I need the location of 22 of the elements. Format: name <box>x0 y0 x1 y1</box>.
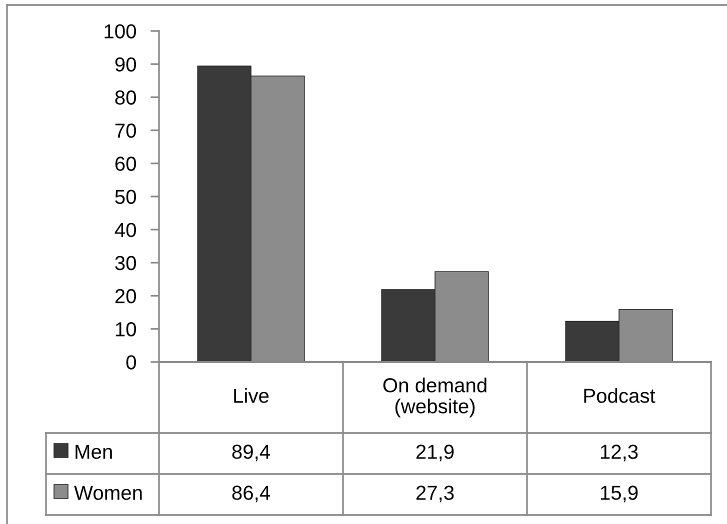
x-tick-label: On demand (website) <box>383 378 486 418</box>
y-tick-label: 100 <box>104 24 136 38</box>
y-tick-label: 60 <box>115 156 136 171</box>
legend-label: Women <box>74 486 142 500</box>
y-tick-label: 10 <box>116 322 136 336</box>
data-label: 86,4 <box>232 486 270 502</box>
y-tick-label: 50 <box>115 190 136 204</box>
x-tick-label: Podcast <box>584 388 656 403</box>
y-tick-label: 90 <box>115 57 136 72</box>
data-label: 27,3 <box>416 486 454 502</box>
y-tick-label: 30 <box>115 256 136 270</box>
legend-label: Men <box>76 444 112 459</box>
data-label: 15,9 <box>600 486 638 502</box>
x-tick-label: Live <box>234 388 269 403</box>
y-tick-label: 70 <box>115 124 136 138</box>
y-tick-label: 20 <box>115 289 136 304</box>
data-label: 21,9 <box>416 444 454 462</box>
data-label: 12,3 <box>600 444 638 462</box>
data-label: 89,4 <box>232 444 270 462</box>
y-tick-label: 40 <box>114 222 136 238</box>
y-tick-label: 0 <box>126 355 136 370</box>
y-tick-label: 80 <box>115 90 136 105</box>
